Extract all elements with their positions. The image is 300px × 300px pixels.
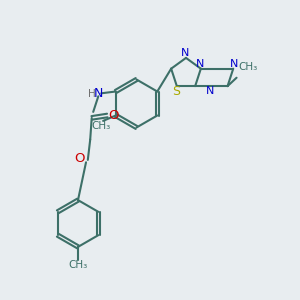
Text: S: S — [172, 85, 180, 98]
Text: N: N — [181, 48, 190, 58]
Text: CH₃: CH₃ — [91, 121, 110, 131]
Text: CH₃: CH₃ — [68, 260, 88, 270]
Text: H: H — [88, 89, 96, 99]
Text: N: N — [196, 59, 205, 69]
Text: N: N — [206, 86, 214, 96]
Text: O: O — [74, 152, 85, 165]
Text: CH₃: CH₃ — [238, 62, 258, 72]
Text: N: N — [230, 59, 238, 69]
Text: N: N — [94, 87, 103, 101]
Text: O: O — [108, 109, 119, 122]
